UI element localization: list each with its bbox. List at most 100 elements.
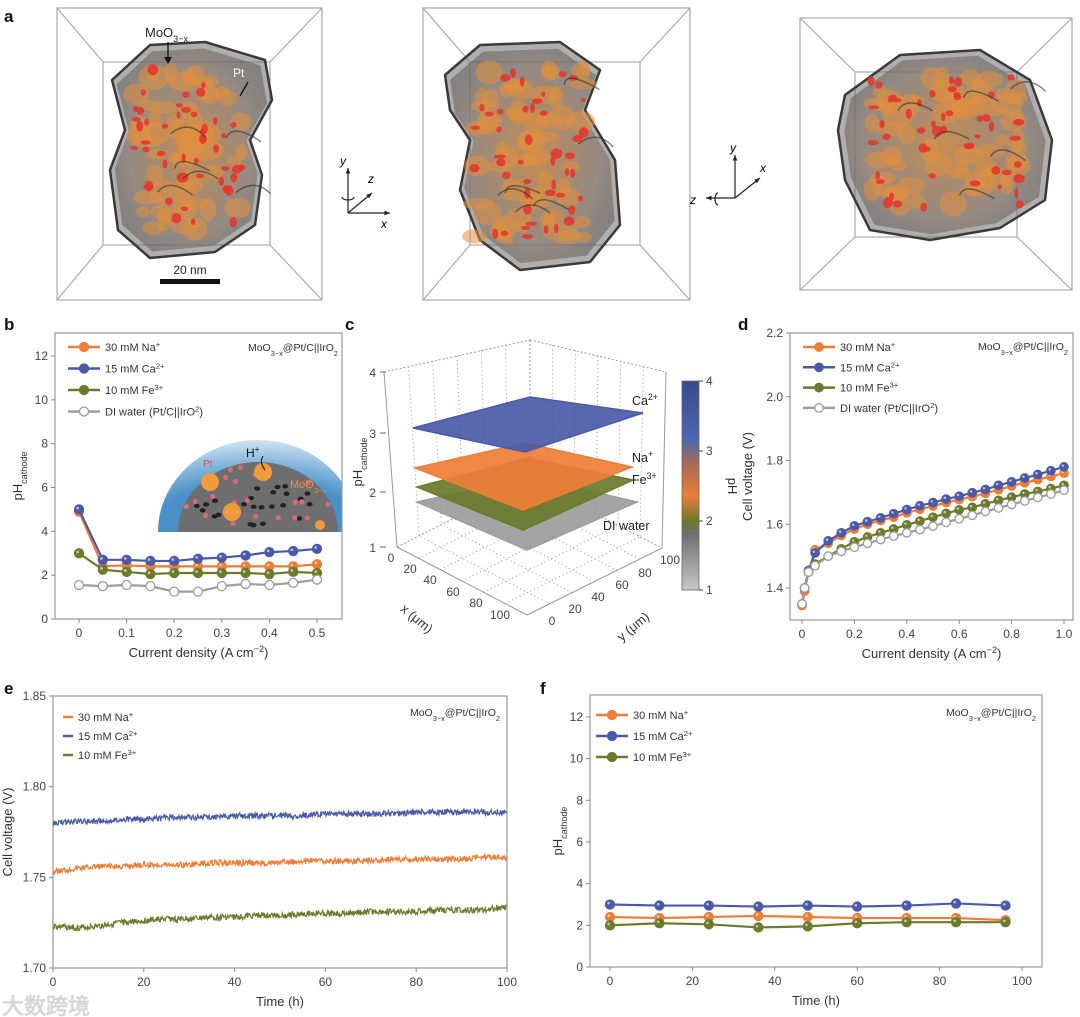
text-part: DI water — [603, 519, 650, 533]
data-point — [928, 521, 938, 532]
legend-label: 30 mM Na+ — [105, 340, 161, 355]
y-tick-label: 1.70 — [23, 961, 47, 975]
text-part: cathode — [19, 452, 29, 484]
data-point — [802, 921, 813, 932]
data-point — [849, 542, 860, 553]
legend-marker — [78, 384, 90, 396]
text-part: −2 — [987, 645, 997, 655]
pore — [247, 522, 254, 527]
text-part: 2+ — [684, 729, 693, 738]
pt-particle — [299, 499, 305, 505]
text-part: H — [246, 446, 255, 460]
data-point — [121, 579, 132, 591]
y-tick-label: 80 — [638, 566, 652, 580]
data-point — [901, 917, 912, 928]
point-highlight — [805, 902, 808, 906]
legend-label: 15 mM Ca2+ — [840, 360, 900, 375]
data-point — [836, 546, 847, 557]
surface-label: Na+ — [632, 449, 653, 465]
point-highlight — [1002, 902, 1006, 906]
point-highlight — [755, 913, 759, 916]
pt-particle — [244, 497, 251, 504]
text-part: MoO — [946, 707, 969, 719]
pt-particle — [304, 515, 310, 521]
legend-label: 15 mM Ca2+ — [105, 361, 165, 376]
x-tick-label: 20 — [137, 975, 151, 989]
data-point — [1059, 485, 1069, 495]
colorbar-tick-label: 3 — [706, 444, 713, 458]
text-part: MoO — [290, 479, 314, 491]
colorbar — [681, 380, 700, 591]
x-axis-label: x (μm) — [398, 601, 436, 636]
point-highlight — [123, 557, 127, 560]
y-tick-label: 20 — [568, 602, 582, 616]
data-point — [604, 920, 616, 931]
point-highlight — [755, 903, 759, 907]
x-tick-label: 0.4 — [898, 627, 915, 641]
text-part: 15 mM Ca — [840, 362, 892, 374]
arrow-icon — [239, 81, 249, 97]
x-tick-label: 80 — [410, 975, 424, 989]
data-point — [1006, 499, 1017, 510]
x-axis-label: Current density (A cm−2) — [862, 645, 1002, 661]
moo3x-particle — [254, 463, 272, 481]
point-highlight — [1035, 488, 1038, 492]
text-part: DI water (Pt/C||IrO — [840, 403, 931, 415]
text-part: @Pt/C||IrO — [981, 707, 1032, 719]
panel-label: a — [4, 7, 14, 26]
point-highlight — [1035, 472, 1038, 475]
point-highlight — [956, 507, 960, 510]
watermark: 大数跨境 — [2, 994, 90, 1017]
text-part: pH — [10, 484, 25, 501]
point-highlight — [1009, 494, 1012, 498]
axis-y-label: y — [339, 154, 347, 168]
rotation-icon — [341, 196, 355, 201]
scale-bar — [160, 279, 220, 284]
point-highlight — [878, 515, 881, 518]
data-point — [169, 555, 180, 567]
data-point — [980, 484, 991, 495]
text-part: 3−x — [969, 714, 981, 723]
text-part: @Pt/C||IrO — [445, 707, 496, 719]
data-point — [967, 510, 978, 521]
data-point — [901, 520, 912, 530]
data-point — [216, 552, 227, 563]
point-highlight — [851, 523, 855, 526]
data-point — [950, 917, 962, 928]
data-point — [753, 910, 764, 922]
point-highlight — [290, 563, 294, 567]
point-highlight — [917, 503, 920, 506]
x-axis-label: Current density (A cm−2) — [129, 644, 269, 660]
text-part: ) — [264, 645, 268, 660]
legend-item: 15 mM Ca2+ — [63, 729, 138, 743]
data-point — [823, 535, 834, 546]
data-point — [875, 534, 886, 545]
text-part: pH — [550, 839, 565, 856]
data-point — [799, 583, 810, 593]
pt-particle — [275, 515, 281, 521]
pore — [296, 516, 303, 521]
pore — [258, 505, 265, 510]
axis-x-label: x — [759, 161, 767, 175]
x-tick-label: 0.1 — [118, 626, 135, 640]
pt-particle — [292, 499, 298, 506]
moo3x-label: MoO3−x — [145, 25, 189, 44]
point-highlight — [930, 514, 933, 518]
y-tick-label: 0 — [576, 960, 583, 974]
point-highlight — [607, 901, 611, 905]
data-point — [264, 579, 275, 591]
data-point — [73, 579, 85, 591]
point-highlight — [854, 903, 858, 907]
legend-item: 30 mM Na+ — [596, 708, 689, 722]
x-tick-label: 0 — [50, 975, 57, 989]
point-highlight — [864, 519, 868, 522]
point-highlight — [854, 920, 858, 924]
x-tick-label: 80 — [933, 974, 947, 988]
data-point — [802, 911, 813, 923]
y-tick-label: 12 — [35, 349, 49, 363]
z-tick-label: 2 — [369, 486, 376, 500]
scale-bar-label: 20 nm — [173, 263, 206, 277]
x-tick-label: 40 — [768, 974, 782, 988]
data-point — [802, 900, 813, 911]
